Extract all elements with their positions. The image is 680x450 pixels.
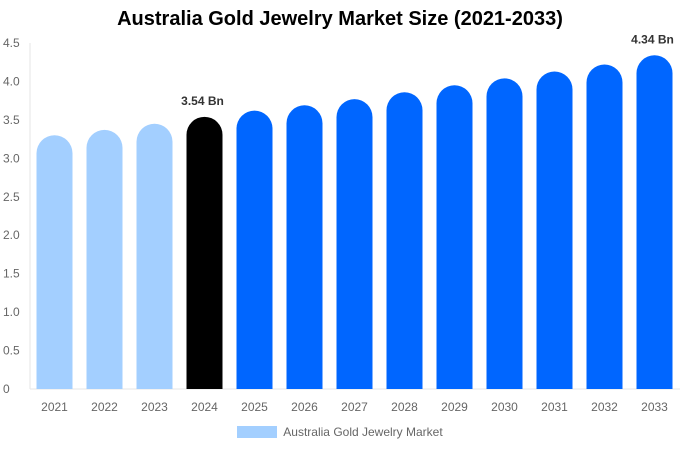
bar-2033[interactable]: [636, 55, 673, 390]
bar-2027[interactable]: [336, 99, 373, 389]
x-tick-label: 2021: [41, 400, 68, 414]
data-label: 3.54 Bn: [181, 94, 224, 108]
legend-swatch: [237, 426, 278, 438]
y-tick-label: 2.0: [3, 228, 20, 242]
bar-2028[interactable]: [386, 92, 423, 389]
y-tick-label: 0.5: [3, 344, 20, 358]
x-tick-label: 2029: [441, 400, 468, 414]
y-tick-label: 1.0: [3, 305, 20, 319]
bar-2023[interactable]: [136, 123, 173, 390]
chart-title: Australia Gold Jewelry Market Size (2021…: [117, 8, 563, 30]
x-tick-label: 2024: [191, 400, 218, 414]
bar-2025[interactable]: [236, 110, 273, 389]
y-tick-label: 4.5: [3, 36, 20, 50]
x-tick-label: 2030: [491, 400, 518, 414]
bar-2026[interactable]: [286, 105, 323, 389]
data-label: 4.34 Bn: [631, 32, 674, 46]
legend-label[interactable]: Australia Gold Jewelry Market: [283, 425, 443, 439]
bar-2024[interactable]: [186, 116, 223, 389]
y-tick-label: 3.0: [3, 151, 20, 165]
y-tick-label: 3.5: [3, 113, 20, 127]
x-tick-label: 2031: [541, 400, 568, 414]
bar-2032[interactable]: [586, 64, 623, 389]
bar-2031[interactable]: [536, 71, 573, 390]
bar-2021[interactable]: [36, 135, 73, 389]
legend: Australia Gold Jewelry Market: [0, 425, 680, 439]
x-tick-label: 2033: [641, 400, 668, 414]
bar-2030[interactable]: [486, 78, 523, 389]
x-tick-label: 2025: [241, 400, 268, 414]
y-tick-label: 1.5: [3, 267, 20, 281]
bar-2029[interactable]: [436, 85, 473, 390]
x-tick-label: 2026: [291, 400, 318, 414]
y-tick-label: 4.0: [3, 74, 20, 88]
x-tick-label: 2023: [141, 400, 168, 414]
x-tick-label: 2027: [341, 400, 368, 414]
bar-2022[interactable]: [86, 129, 123, 389]
y-tick-label: 2.5: [3, 190, 20, 204]
x-tick-label: 2028: [391, 400, 418, 414]
y-tick-label: 0: [3, 382, 10, 396]
x-tick-label: 2022: [91, 400, 118, 414]
x-tick-label: 2032: [591, 400, 618, 414]
